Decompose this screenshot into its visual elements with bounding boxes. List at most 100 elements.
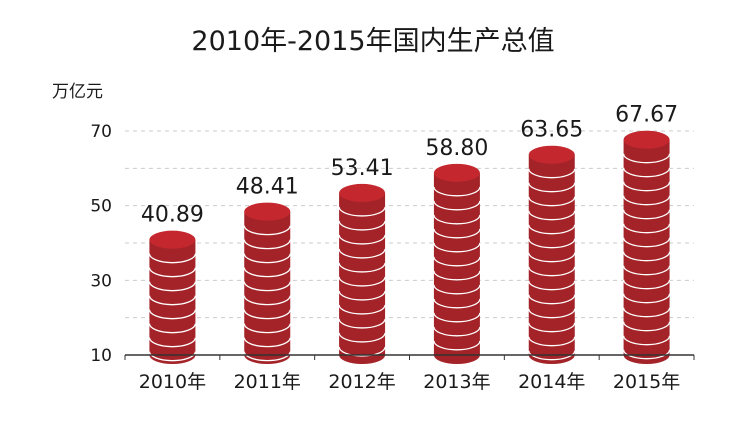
bar-top [623, 130, 670, 149]
x-tick-label: 2015年 [613, 371, 680, 393]
bar-ring [148, 309, 197, 320]
bar-ring [433, 256, 481, 267]
bar-ring [243, 253, 291, 264]
bar-ring [622, 265, 671, 276]
bar-ring [148, 295, 197, 306]
bar-ring [243, 225, 291, 236]
y-tick-label: 70 [90, 122, 112, 142]
bar-top [433, 163, 480, 182]
bar-ring [338, 248, 386, 259]
bar-ring [528, 168, 576, 179]
bar-ring [622, 349, 671, 360]
bar-ring [338, 290, 386, 301]
bar-value-label: 63.65 [520, 118, 583, 143]
bar-ring [338, 346, 386, 357]
bar-ring [338, 206, 386, 217]
bar-ring [243, 239, 291, 250]
bar-ring [622, 209, 671, 220]
x-tick-label: 2011年 [234, 371, 301, 393]
bar-ring [622, 153, 671, 164]
bar-ring [528, 280, 576, 291]
grid-layer [125, 130, 694, 319]
bar-ring [148, 281, 197, 292]
bar-ring [528, 224, 576, 235]
bar-top [244, 202, 291, 221]
bar [433, 163, 481, 364]
bar-ring [528, 182, 576, 193]
bar-ring [338, 304, 386, 315]
bar-ring [622, 195, 671, 206]
bar-ring [243, 323, 291, 334]
bar-ring [528, 322, 576, 333]
bar-ring [148, 337, 197, 348]
bar-ring [243, 281, 291, 292]
bar-top [149, 230, 196, 249]
y-tick-label: 50 [90, 197, 112, 217]
bar [243, 202, 291, 364]
y-tick-label: 30 [90, 271, 112, 291]
bar-ring [528, 252, 576, 263]
bar-value-label: 40.89 [141, 203, 204, 228]
bar-ring [243, 337, 291, 348]
bar-ring [148, 323, 197, 334]
bar-ring [622, 167, 671, 178]
bar-ring [622, 251, 671, 262]
bar-ring [243, 295, 291, 306]
y-tick-label: 10 [90, 346, 112, 366]
bar-ring [622, 223, 671, 234]
bar-ring [622, 181, 671, 192]
bar-ring [433, 312, 481, 323]
bar-ring [528, 266, 576, 277]
bar-ring [433, 270, 481, 281]
x-tick-label: 2014年 [518, 371, 585, 393]
bar-ring [528, 308, 576, 319]
bar-ring [243, 309, 291, 320]
bar-ring [622, 335, 671, 346]
labels-layer: 10 30 50 70 40.89 2010年 48.41 2011年 53.41 2012年 58… [90, 103, 695, 393]
bar-value-label: 58.80 [425, 136, 488, 161]
bar [528, 145, 576, 364]
chart-title: 2010年-2015年国内生产总值 [191, 26, 554, 57]
bar-ring [528, 196, 576, 207]
bar-ring [433, 326, 481, 337]
bar-ring [148, 253, 197, 264]
bar-ring [622, 307, 671, 318]
bar-body [623, 139, 670, 355]
y-axis-label: 万亿元 [52, 82, 103, 102]
bar-ring [528, 336, 576, 347]
bar-top [339, 183, 386, 202]
x-tick-label: 2013年 [423, 371, 490, 393]
bar-ring [433, 242, 481, 253]
bar-ring [433, 214, 481, 225]
bar-value-label: 67.67 [615, 103, 678, 128]
bar-ring [148, 267, 197, 278]
bar-value-label: 53.41 [331, 156, 394, 181]
bar-ring [338, 234, 386, 245]
bar-body [339, 192, 386, 355]
bar-ring [433, 186, 481, 197]
bar [148, 230, 197, 364]
bar-body [149, 239, 196, 355]
bar [622, 130, 671, 364]
bar-ring [622, 321, 671, 332]
bar-ring [622, 237, 671, 248]
bar-ring [338, 262, 386, 273]
bar-body [244, 211, 291, 355]
bar-ring [338, 276, 386, 287]
bar-ring [433, 284, 481, 295]
bars-layer [148, 130, 671, 364]
bar-body [528, 154, 575, 355]
bar-ring [433, 228, 481, 239]
x-tick-label: 2010年 [139, 371, 206, 393]
bar [338, 183, 386, 364]
bar-top [528, 145, 575, 164]
x-tick-label: 2012年 [328, 371, 395, 393]
bar-ring [338, 332, 386, 343]
bar-ring [433, 200, 481, 211]
bar-ring [338, 318, 386, 329]
bar-ring [433, 298, 481, 309]
bar-ring [528, 210, 576, 221]
bar-ring [338, 220, 386, 231]
